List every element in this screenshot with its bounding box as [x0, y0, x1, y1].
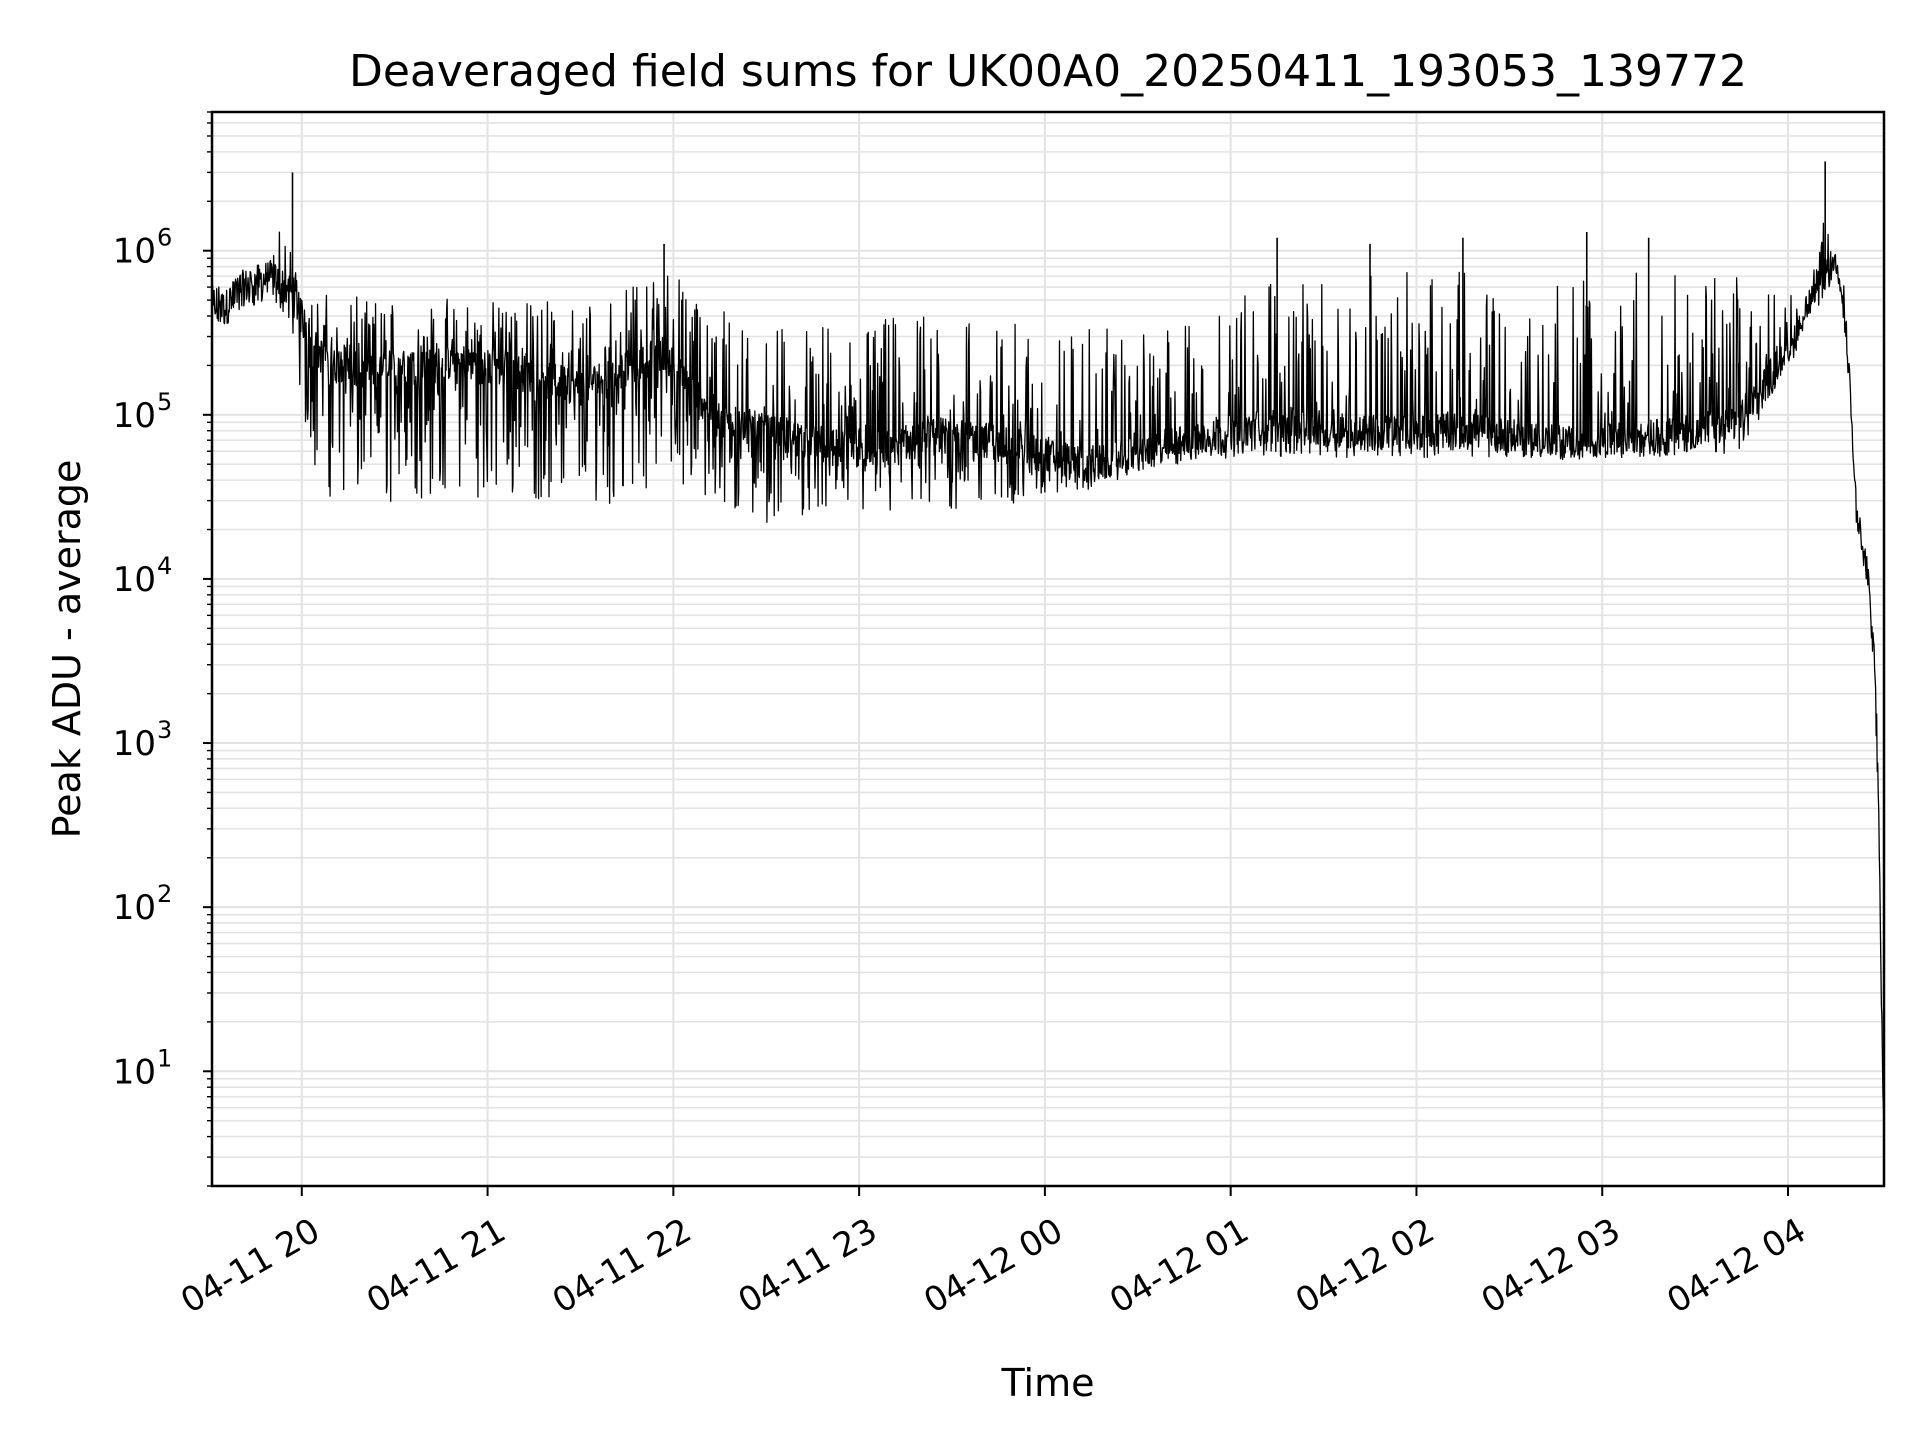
y-tick-label: 10: [113, 560, 156, 600]
chart-title: Deaveraged field sums for UK00A0_2025041…: [349, 46, 1747, 97]
series-line: [211, 222, 1885, 1127]
y-tick-label: 10: [113, 724, 156, 764]
y-tick-label: 10: [113, 232, 156, 272]
y-tick-exponent: 2: [157, 880, 172, 908]
y-tick-exponent: 5: [157, 388, 172, 416]
y-tick-label: 10: [113, 888, 156, 928]
x-axis-label: Time: [1001, 1361, 1095, 1405]
y-tick-label: 10: [113, 396, 156, 436]
y-tick-exponent: 3: [157, 716, 172, 744]
y-tick-exponent: 1: [157, 1044, 172, 1072]
y-tick-label: 10: [113, 1052, 156, 1092]
y-axis-label: Peak ADU - average: [45, 460, 89, 839]
plot-area: [211, 161, 1885, 1127]
y-tick-exponent: 4: [157, 552, 172, 580]
axes-frame: [210, 110, 1886, 1188]
y-tick-exponent: 6: [157, 224, 172, 252]
